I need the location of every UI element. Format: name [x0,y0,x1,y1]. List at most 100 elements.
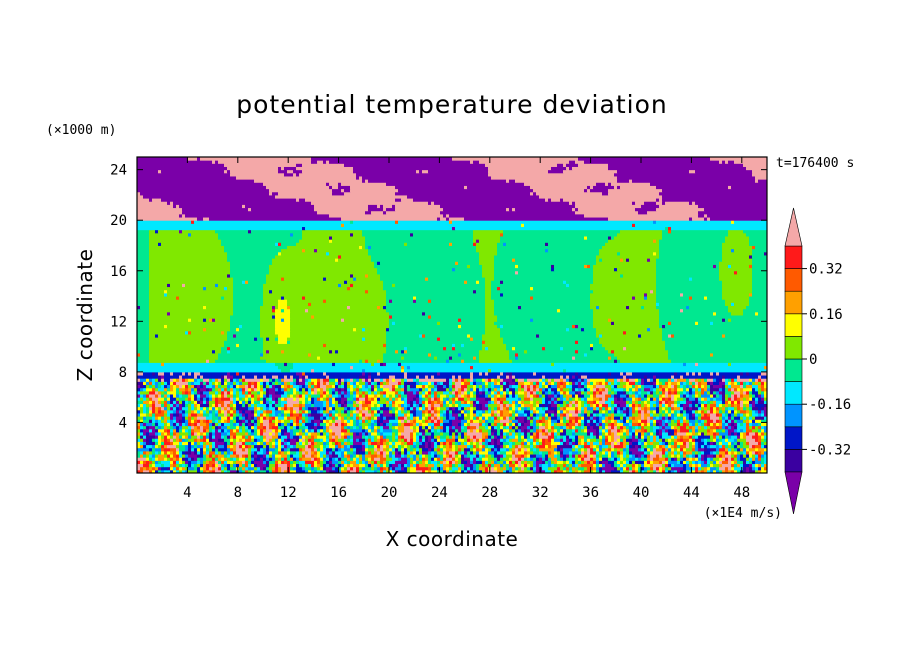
field-cell [749,450,753,455]
field-cell [695,394,699,398]
field-cell [563,441,567,446]
field-cell [626,390,630,395]
field-cell [272,394,282,398]
field-cell [629,390,633,395]
field-cell [644,469,648,473]
field-cell [200,431,204,436]
field-cell [314,444,321,449]
field-cell [326,444,330,449]
field-cell [746,441,750,446]
field-cell [329,457,333,461]
field-cell [710,397,714,401]
field-cell [452,460,456,465]
field-cell [296,463,300,468]
field-cell [551,403,558,408]
field-cell [581,416,585,420]
field-cell [365,447,369,452]
field-cell [446,406,450,411]
field-cell [635,460,639,465]
field-cell [302,406,306,411]
field-cell [707,390,711,395]
field-cell [491,412,495,417]
field-cell [203,409,207,414]
field-cell [224,387,228,392]
field-cell [206,450,210,455]
field-cell [314,438,321,442]
field-cell [644,397,648,401]
field-cell [665,390,669,395]
field-cell [332,454,339,458]
field-cell [461,428,468,433]
field-cell [533,394,537,398]
field-cell [380,463,384,468]
field-cell [449,460,453,465]
field-cell [365,428,369,433]
field-cell [470,441,474,446]
field-cell [470,457,474,461]
field-cell [482,431,489,436]
field-cell [668,457,672,461]
field-cell [629,441,633,446]
field-cell [611,454,615,458]
field-cell [233,416,237,420]
field-cell [722,469,726,473]
field-cell [251,390,258,395]
field-cell [350,438,354,442]
field-cell [755,419,762,423]
field-cell [236,463,240,468]
field-cell [275,454,282,458]
field-cell [518,438,522,442]
field-cell [587,454,591,458]
field-cell [461,457,465,461]
field-cell [602,463,606,468]
field-cell [341,428,348,433]
field-cell [362,441,366,446]
field-cell [326,447,333,452]
field-cell [302,441,306,446]
field-cell [545,425,549,430]
field-cell [761,457,765,461]
field-cell [569,450,573,455]
field-cell [752,409,756,414]
field-cell [764,450,767,455]
field-cell [317,428,321,433]
field-cell [149,460,153,465]
field-cell [359,460,363,465]
field-cell [680,406,684,411]
field-cell [488,416,492,420]
field-cell [581,409,585,414]
field-cell [605,469,612,473]
field-cell [701,454,705,458]
field-cell [689,390,693,395]
field-cell [470,394,474,398]
field-cell [254,450,258,455]
field-cell [605,463,612,468]
field-cell [677,450,681,455]
field-cell [395,469,399,473]
field-cell [239,406,246,411]
field-cell [287,441,291,446]
field-cell [230,431,237,436]
field-cell [677,416,684,420]
field-cell [731,390,735,395]
field-cell [545,444,549,449]
field-cell [521,400,525,404]
field-cell [515,387,519,392]
field-cell [617,403,621,408]
field-cell [203,435,207,439]
field-cell [218,400,225,404]
field-cell [434,403,441,408]
field-cell [350,435,354,439]
field-cell [515,416,519,420]
field-cell [728,403,732,408]
field-cell [245,406,249,411]
field-cell [356,466,360,471]
field-cell [218,422,222,427]
field-cell [200,397,204,401]
field-cell [428,457,432,461]
field-cell [662,425,666,430]
field-cell [434,450,438,455]
field-cell [386,390,396,395]
field-cell [530,428,534,433]
field-cell [476,425,480,430]
